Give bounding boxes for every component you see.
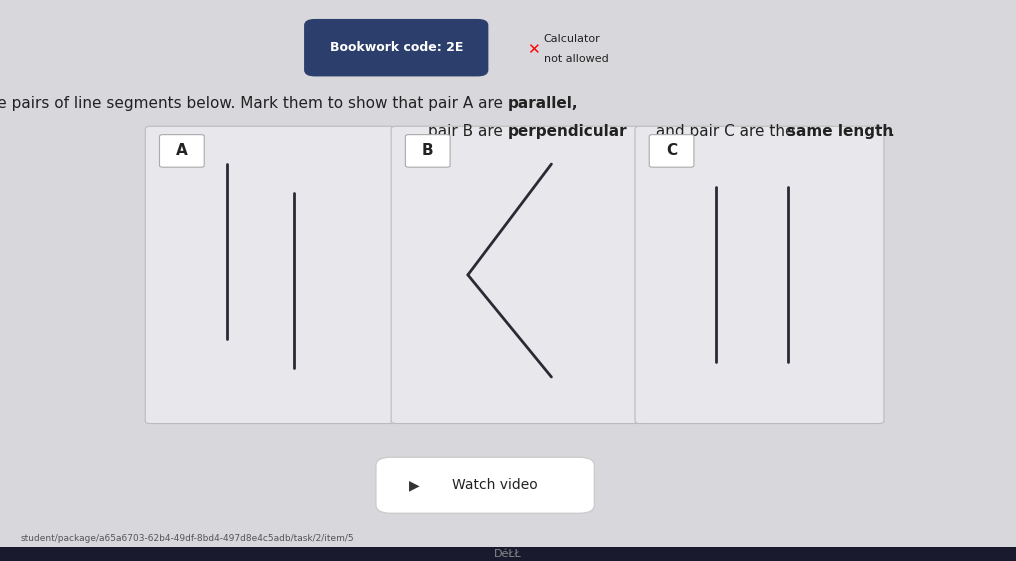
- Text: same length: same length: [787, 125, 894, 139]
- Text: B: B: [422, 144, 434, 158]
- FancyBboxPatch shape: [649, 135, 694, 167]
- Text: A: A: [176, 144, 188, 158]
- Text: perpendicular: perpendicular: [508, 125, 628, 139]
- FancyBboxPatch shape: [391, 126, 640, 424]
- Text: Watch video: Watch video: [452, 479, 538, 492]
- Text: ✕: ✕: [527, 42, 539, 57]
- FancyBboxPatch shape: [635, 126, 884, 424]
- Bar: [0, 547, 1016, 561]
- FancyBboxPatch shape: [376, 457, 594, 513]
- Text: ▶: ▶: [409, 479, 420, 492]
- FancyBboxPatch shape: [145, 126, 394, 424]
- Text: parallel,: parallel,: [508, 96, 578, 111]
- Text: and pair C are the: and pair C are the: [651, 125, 800, 139]
- Text: Bookwork code: 2E: Bookwork code: 2E: [329, 41, 463, 54]
- FancyBboxPatch shape: [305, 20, 488, 76]
- Text: .: .: [889, 125, 894, 139]
- Text: student/package/a65a6703-62b4-49df-8bd4-497d8e4c5adb/task/2/item/5: student/package/a65a6703-62b4-49df-8bd4-…: [20, 534, 354, 543]
- Text: Copy the pairs of line segments below. Mark them to show that pair A are: Copy the pairs of line segments below. M…: [0, 96, 508, 111]
- Text: DéŁŁ: DéŁŁ: [494, 549, 522, 559]
- Text: not allowed: not allowed: [544, 54, 609, 64]
- FancyBboxPatch shape: [160, 135, 204, 167]
- FancyBboxPatch shape: [405, 135, 450, 167]
- Text: pair B are: pair B are: [429, 125, 508, 139]
- Text: C: C: [666, 144, 677, 158]
- Text: Calculator: Calculator: [544, 34, 600, 44]
